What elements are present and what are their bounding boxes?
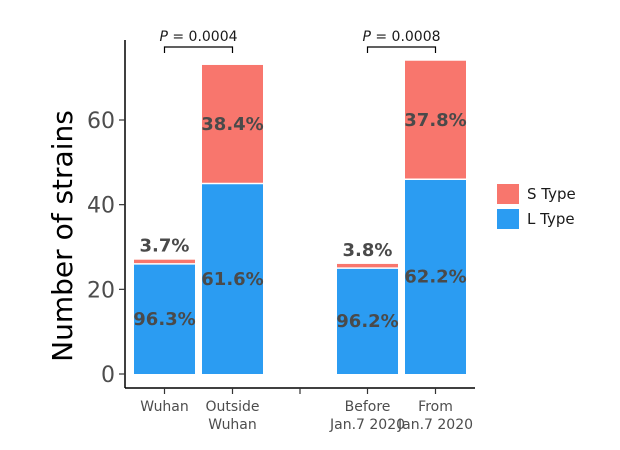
bar-segment-l-type: [134, 263, 195, 374]
data-label-s-type: 38.4%: [201, 114, 263, 135]
p-value: = 0.0004: [168, 29, 238, 45]
data-label-s-type: 37.8%: [404, 110, 466, 131]
p-symbol: P: [159, 29, 168, 45]
legend-label-l-type: L Type: [527, 210, 575, 228]
bar-segment-l-type: [202, 183, 263, 374]
p-value-label: P = 0.0008: [362, 29, 440, 45]
x-tick-label: Jan.7 2020: [329, 417, 405, 433]
y-axis-title: Number of strains: [46, 110, 79, 362]
data-label-l-type: 61.6%: [201, 269, 263, 290]
significance-bracket: [366, 46, 437, 53]
x-tick-label: Outside: [205, 399, 259, 415]
bar-segment-s-type: [202, 64, 263, 184]
x-tick-label: Wuhan: [140, 399, 189, 415]
y-tick-label: 0: [101, 363, 115, 388]
y-tick-label: 60: [87, 109, 115, 134]
bar-segment-s-type: [337, 263, 398, 269]
data-label-s-type: 3.8%: [343, 240, 393, 261]
x-tick-label: Jan.7 2020: [397, 417, 473, 433]
bar-segment-l-type: [405, 179, 466, 374]
legend-swatch-s-type: [497, 184, 519, 204]
data-label-l-type: 96.2%: [336, 311, 398, 332]
legend-swatch-l-type: [497, 209, 519, 229]
y-tick-label: 20: [87, 278, 115, 303]
bar-segment-l-type: [337, 268, 398, 374]
p-value: = 0.0008: [371, 29, 441, 45]
p-value-label: P = 0.0004: [159, 29, 237, 45]
x-tick-label: From: [418, 399, 453, 415]
significance-bracket: [163, 46, 234, 53]
x-tick-label: Wuhan: [208, 417, 257, 433]
data-label-l-type: 96.3%: [133, 309, 195, 330]
y-tick-label: 40: [87, 194, 115, 219]
p-symbol: P: [362, 29, 371, 45]
x-tick-label: Before: [345, 399, 391, 415]
legend-label-s-type: S Type: [527, 185, 576, 203]
bar-segment-s-type: [134, 259, 195, 264]
data-label-l-type: 62.2%: [404, 267, 466, 288]
data-label-s-type: 3.7%: [140, 236, 190, 257]
bar-segment-s-type: [405, 60, 466, 180]
